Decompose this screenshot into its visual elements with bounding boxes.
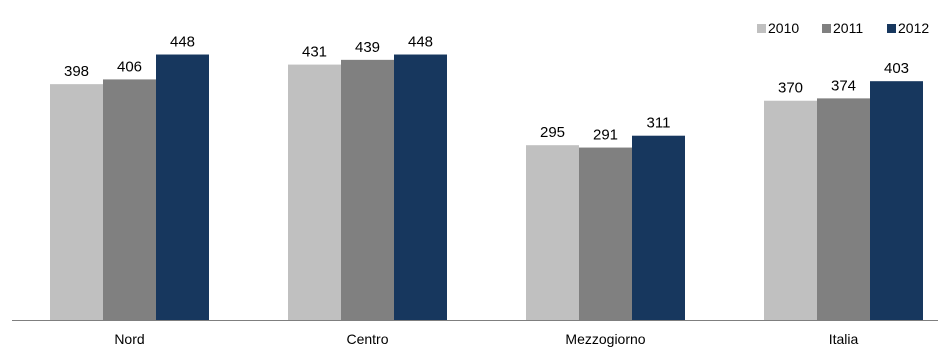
value-label-italia-2012: 403 bbox=[884, 60, 909, 77]
value-label-italia-2010: 370 bbox=[778, 80, 803, 97]
legend-swatch-2010 bbox=[757, 24, 766, 33]
value-label-mezzogiorno-2011: 291 bbox=[593, 127, 618, 144]
bar-centro-2010 bbox=[288, 64, 341, 320]
bar-centro-2011 bbox=[341, 59, 394, 320]
bar-mezzogiorno-2012 bbox=[632, 135, 685, 320]
bar-mezzogiorno-2010 bbox=[526, 145, 579, 320]
value-label-italia-2011: 374 bbox=[831, 77, 856, 94]
bar-centro-2012 bbox=[394, 54, 447, 320]
legend-swatch-2012 bbox=[887, 24, 896, 33]
value-label-nord-2010: 398 bbox=[64, 63, 89, 80]
legend-label-2010: 2010 bbox=[768, 20, 799, 36]
bar-nord-2010 bbox=[50, 84, 103, 320]
legend-label-2012: 2012 bbox=[898, 20, 929, 36]
category-labels-group: Nord Centro Mezzogiorno Italia bbox=[114, 331, 858, 347]
category-label-italia: Italia bbox=[829, 331, 859, 347]
bar-italia-2011 bbox=[817, 98, 870, 321]
bars-group bbox=[50, 54, 923, 321]
value-label-mezzogiorno-2012: 311 bbox=[647, 115, 671, 132]
value-labels-group: 398 406 448 431 439 448 295 291 311 370 374 403 bbox=[64, 34, 909, 144]
legend-label-2011: 2011 bbox=[833, 20, 863, 36]
category-label-nord: Nord bbox=[114, 331, 144, 347]
value-label-nord-2011: 406 bbox=[117, 58, 142, 75]
value-label-nord-2012: 448 bbox=[170, 34, 195, 51]
legend: 2010 2011 2012 bbox=[757, 20, 929, 36]
legend-swatch-2011 bbox=[822, 24, 831, 33]
category-label-mezzogiorno: Mezzogiorno bbox=[565, 331, 645, 347]
bar-italia-2012 bbox=[870, 81, 923, 321]
value-label-mezzogiorno-2010: 295 bbox=[540, 124, 565, 141]
category-label-centro: Centro bbox=[346, 331, 388, 347]
bar-nord-2012 bbox=[156, 54, 209, 320]
value-label-centro-2012: 448 bbox=[408, 34, 433, 51]
bar-nord-2011 bbox=[103, 79, 156, 320]
bar-italia-2010 bbox=[764, 100, 817, 320]
value-label-centro-2011: 439 bbox=[355, 39, 380, 56]
value-label-centro-2010: 431 bbox=[302, 44, 327, 61]
bar-mezzogiorno-2011 bbox=[579, 147, 632, 320]
